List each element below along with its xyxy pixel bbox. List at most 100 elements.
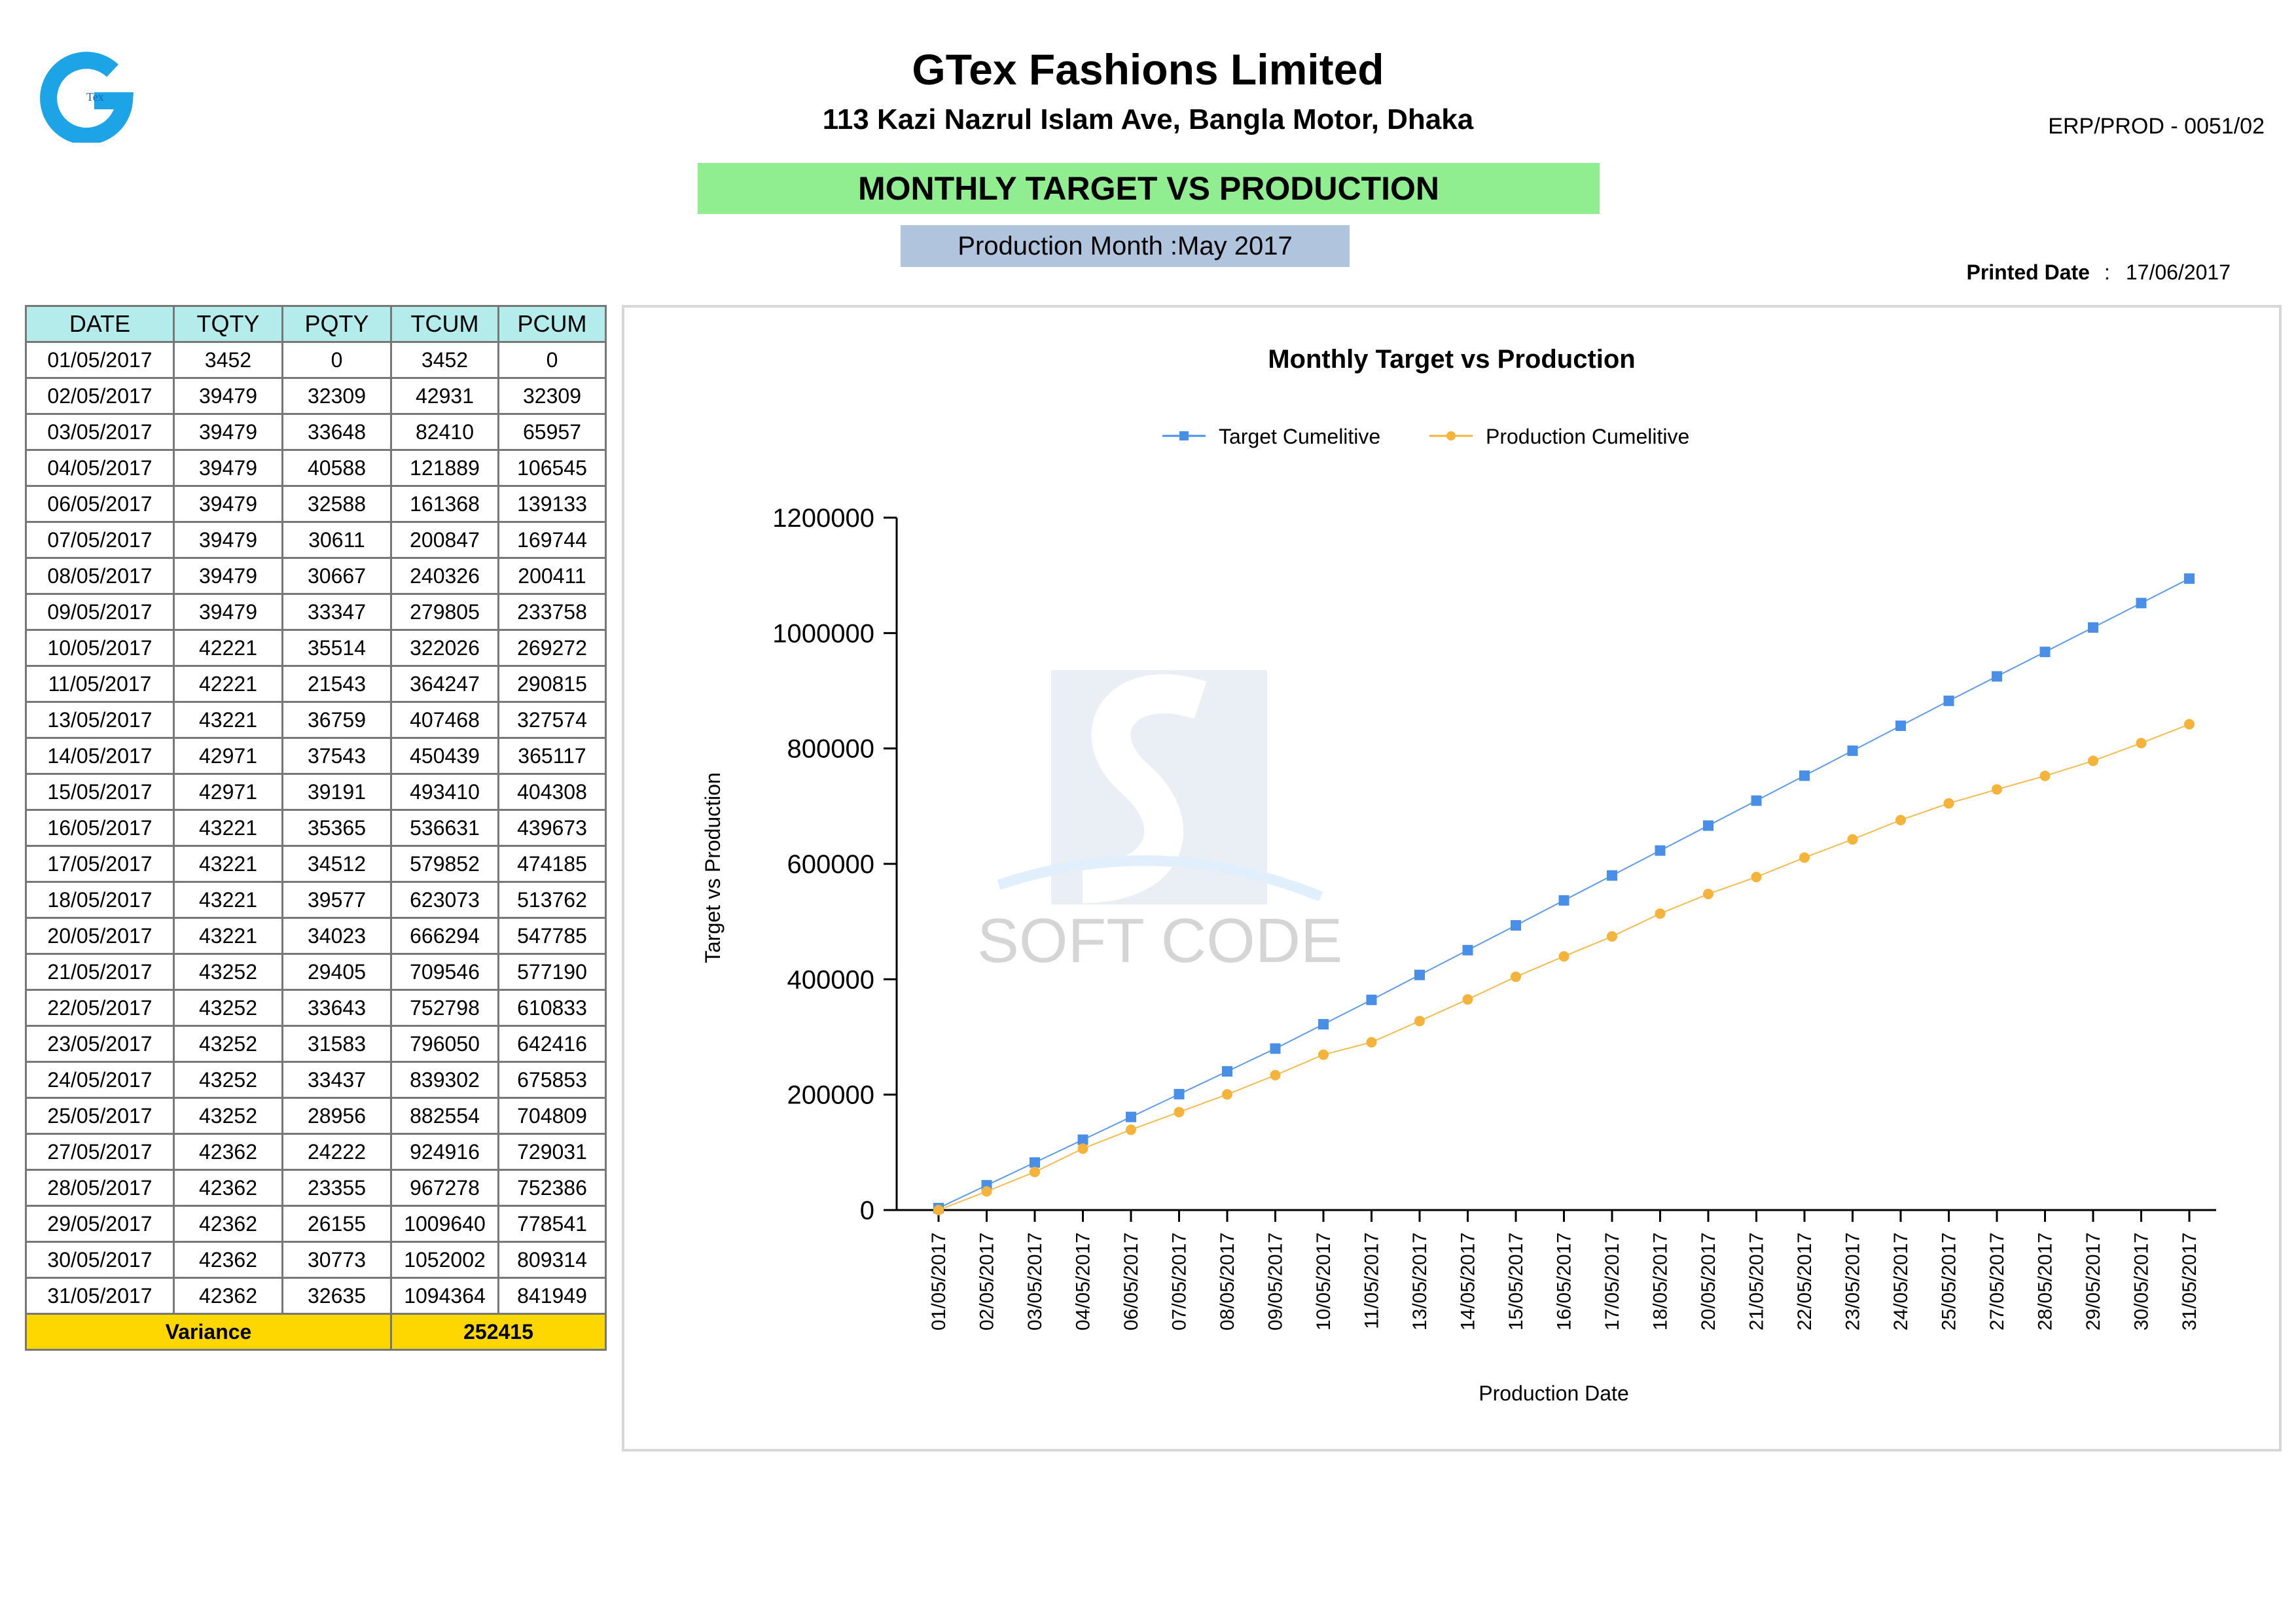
target-point [2088,622,2098,633]
table-cell-pcum: 809314 [497,1241,607,1279]
table-cell-pqty: 33437 [281,1061,392,1099]
table-cell-tcum: 579852 [390,845,499,883]
table-cell-pcum: 675853 [497,1061,607,1099]
variance-value: 252415 [390,1313,607,1351]
table-cell-pqty: 28956 [281,1097,392,1135]
table-cell-tqty: 39479 [173,521,283,559]
table-cell-tqty: 39479 [173,485,283,523]
x-tick-label: 08/05/2017 [1217,1232,1238,1330]
target-point [1895,721,1906,732]
table-cell-tcum: 882554 [390,1097,499,1135]
target-point [2184,573,2195,584]
x-tick-label: 09/05/2017 [1265,1232,1287,1330]
production-point [2088,755,2098,766]
legend-production-label: Production Cumelitive [1486,425,1689,448]
column-header: PCUM [497,305,607,343]
table-row: 20/05/2017 43221 34023 666294 547785 [25,917,607,955]
table-cell-tqty: 43221 [173,881,283,919]
legend-production-marker [1446,431,1456,440]
table-row: 14/05/2017 42971 37543 450439 365117 [25,737,607,775]
x-tick-label: 02/05/2017 [977,1232,998,1330]
table-cell-tqty: 43221 [173,809,283,847]
table-cell-pqty: 29405 [281,953,392,991]
watermark-logo-block [1051,670,1267,904]
table-cell-date: 18/05/2017 [25,881,175,919]
production-point [2184,719,2195,730]
table-cell-pqty: 30611 [281,521,392,559]
printed-date-label: Printed Date [1966,260,2090,284]
table-row: 30/05/2017 42362 30773 1052002 809314 [25,1241,607,1279]
table-cell-tcum: 1052002 [390,1241,499,1279]
production-point [1655,908,1666,919]
y-tick-label: 1200000 [772,504,874,533]
table-row: 16/05/2017 43221 35365 536631 439673 [25,809,607,847]
table-cell-tcum: 1009640 [390,1205,499,1243]
target-point [2136,597,2147,609]
production-point [1751,872,1762,883]
table-cell-tqty: 42362 [173,1277,283,1315]
legend-target-marker [1179,431,1189,440]
document-code: ERP/PROD - 0051/02 [2048,114,2265,139]
table-cell-tqty: 42362 [173,1169,283,1207]
table-cell-pcum: 752386 [497,1169,607,1207]
printed-date-colon: : [2104,260,2110,284]
table-cell-tcum: 493410 [390,773,499,811]
table-cell-pqty: 32588 [281,485,392,523]
table-cell-tcum: 623073 [390,881,499,919]
x-tick-label: 06/05/2017 [1121,1232,1142,1330]
table-cell-pqty: 39191 [281,773,392,811]
table-cell-pqty: 30773 [281,1241,392,1279]
table-cell-pqty: 26155 [281,1205,392,1243]
table-cell-pqty: 40588 [281,449,392,487]
table-cell-date: 21/05/2017 [25,953,175,991]
x-tick-label: 03/05/2017 [1024,1232,1046,1330]
target-point [1799,770,1810,781]
table-cell-tqty: 42971 [173,773,283,811]
y-tick-label: 0 [860,1196,874,1225]
target-point [1751,795,1762,806]
production-point [1366,1037,1377,1048]
table-cell-pqty: 0 [281,341,392,379]
target-point [1847,745,1858,757]
target-point [1366,994,1377,1005]
table-cell-date: 23/05/2017 [25,1025,175,1063]
table-row: 24/05/2017 43252 33437 839302 675853 [25,1061,607,1099]
watermark-swoosh-icon [997,855,1323,902]
production-point [1511,971,1521,982]
printed-date: Printed Date:17/06/2017 [1966,260,2231,285]
production-point [1943,798,1954,809]
production-month: Production Month :May 2017 [901,225,1350,267]
table-cell-pcum: 200411 [497,557,607,595]
table-cell-tcum: 1094364 [390,1277,499,1315]
table-cell-date: 10/05/2017 [25,629,175,667]
table-cell-tcum: 200847 [390,521,499,559]
production-point [1270,1069,1281,1080]
target-point [1174,1088,1185,1099]
svg-text:Tex: Tex [86,90,104,103]
logo-g-icon: Tex [40,52,134,145]
table-cell-pcum: 65957 [497,413,607,451]
x-tick-label: 17/05/2017 [1602,1232,1623,1330]
table-cell-pcum: 704809 [497,1097,607,1135]
table-cell-pcum: 841949 [497,1277,607,1315]
production-point [1847,834,1858,845]
table-cell-tqty: 43252 [173,989,283,1027]
production-point [2039,770,2051,781]
target-point [2039,647,2051,658]
x-tick-label: 07/05/2017 [1169,1232,1191,1330]
table-cell-tqty: 43221 [173,845,283,883]
column-header: DATE [25,305,175,343]
table-cell-tcum: 322026 [390,629,499,667]
target-point [1511,919,1521,931]
chart-panel: SOFT CODE Monthly Target vs Production T… [622,305,2282,1452]
target-point [1462,944,1473,955]
table-cell-pqty: 32635 [281,1277,392,1315]
y-tick-label: 600000 [787,850,874,879]
table-row: 31/05/2017 42362 32635 1094364 841949 [25,1277,607,1315]
table-row: 25/05/2017 43252 28956 882554 704809 [25,1097,607,1135]
table-cell-pcum: 439673 [497,809,607,847]
table-row: 15/05/2017 42971 39191 493410 404308 [25,773,607,811]
table-cell-pqty: 33347 [281,593,392,631]
table-cell-date: 06/05/2017 [25,485,175,523]
table-cell-pcum: 642416 [497,1025,607,1063]
